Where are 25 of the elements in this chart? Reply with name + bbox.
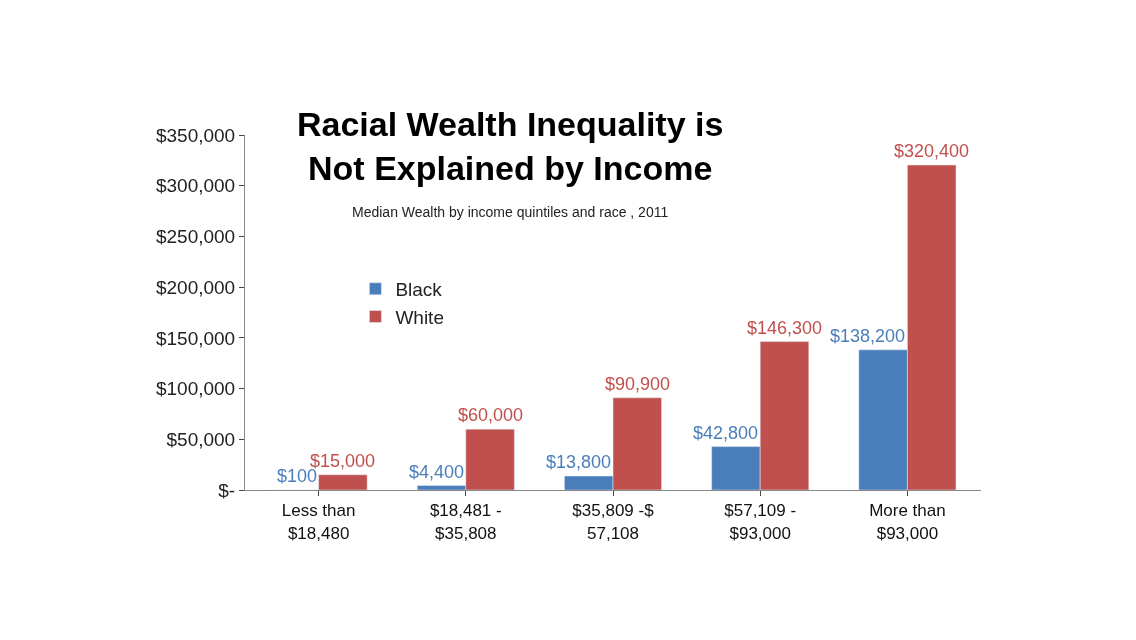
- x-tick-label: More than $93,000: [869, 501, 946, 543]
- data-label: $13,800: [546, 452, 612, 472]
- x-tick-label: Less than $18,480: [281, 501, 356, 543]
- y-tick-label: $200,000: [155, 276, 236, 298]
- data-label: $4,400: [409, 462, 465, 482]
- y-tick-label: $50,000: [166, 428, 236, 450]
- y-tick-label: $250,000: [155, 226, 236, 248]
- text: Median Wealth by income quintiles and race , 2011: [352, 204, 669, 220]
- data-label: $320,400: [894, 141, 970, 161]
- y-tick-label: $350,000: [155, 124, 236, 146]
- data-label: $90,900: [605, 374, 671, 394]
- y-tick-label: $150,000: [155, 327, 236, 349]
- x-tick-label: $18,481 - $35,808: [429, 501, 502, 543]
- legend-label: Black: [395, 279, 443, 301]
- data-label: $146,300: [747, 318, 823, 338]
- data-label: $42,800: [693, 423, 759, 443]
- chart-title: Racial Wealth Inequality is Not Explained by Income: [297, 105, 724, 188]
- x-tick-label: $35,809 -$ 57,108: [572, 501, 655, 543]
- y-tick-label: $-: [218, 479, 236, 501]
- y-tick-label: $300,000: [155, 175, 236, 197]
- y-tick-label: $100,000: [155, 378, 236, 400]
- data-label: $60,000: [458, 405, 524, 425]
- data-label: $138,200: [830, 326, 906, 346]
- x-tick-label: $57,109 - $93,000: [724, 501, 797, 543]
- legend-label: White: [395, 306, 444, 328]
